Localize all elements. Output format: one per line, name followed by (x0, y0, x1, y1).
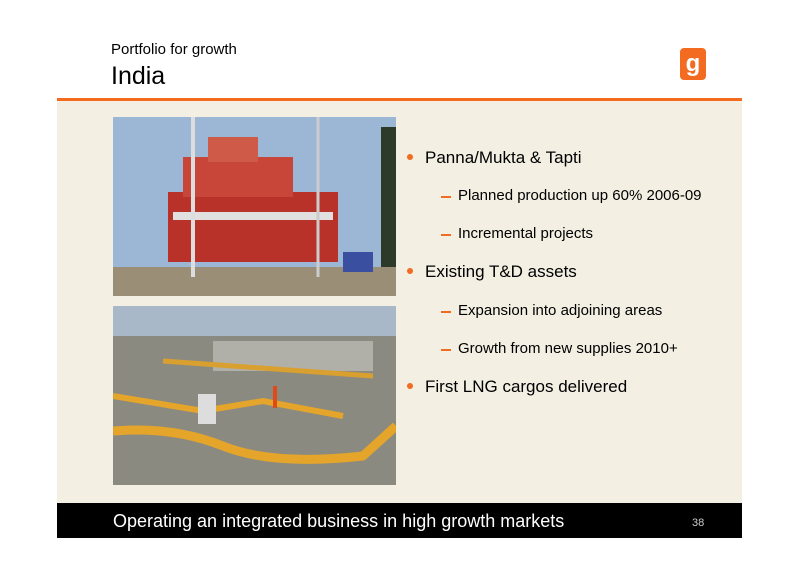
page-number: 38 (692, 517, 705, 529)
svg-text:g: g (686, 50, 701, 77)
footer-bar (57, 503, 742, 538)
bullet: Existing T&D assets (407, 262, 577, 281)
bullet: First LNG cargos delivered (406, 377, 628, 396)
header-rule (57, 98, 742, 101)
logo: g (680, 48, 706, 80)
slide-title: India (111, 62, 166, 90)
sub-bullet: Incremental projects (440, 225, 594, 242)
photo-platform (113, 117, 396, 296)
footer-text: Operating an integrated business in high… (113, 511, 565, 531)
sub-bullet: Planned production up 60% 2006-09 (441, 187, 702, 204)
slide-subtitle: Portfolio for growth (111, 41, 237, 58)
sub-bullet: Growth from new supplies 2010+ (441, 340, 678, 357)
bullet: Panna/Mukta & Tapti (407, 148, 582, 167)
photo-terminal (113, 306, 396, 485)
sub-bullet: Expansion into adjoining areas (440, 302, 663, 319)
